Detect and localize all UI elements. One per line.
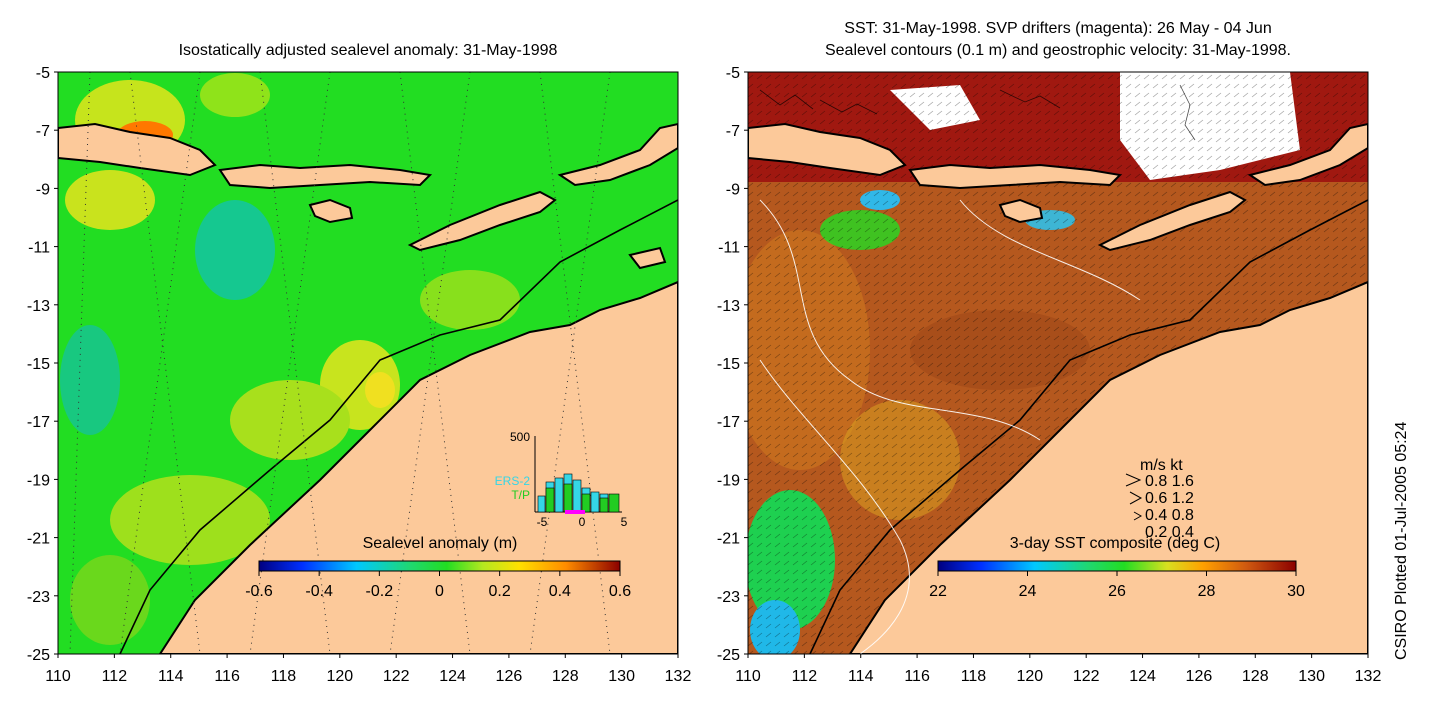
velocity-legend-row-1: 0.6 1.2 <box>1145 490 1194 507</box>
right-xtick-label: 116 <box>904 668 930 685</box>
left-axes: -5 -7 -9 -11 -13 -15 -17 -19 -21 -23 -25 110 112 114 1… <box>27 65 692 685</box>
left-xtick-label: 126 <box>496 668 523 685</box>
right-ytick-label: -25 <box>717 647 740 664</box>
left-ytick-label: -5 <box>36 65 50 82</box>
left-xtick-label: 110 <box>45 668 71 685</box>
left-colorbar-tick: 0.2 <box>489 583 511 600</box>
left-xtick-label: 114 <box>158 668 184 685</box>
left-xtick-label: 128 <box>552 668 579 685</box>
right-colorbar-tick: 30 <box>1287 583 1305 600</box>
left-xtick-label: 116 <box>214 668 240 685</box>
velocity-legend: m/s kt 0.8 1.6 0.6 1.2 0.4 0.8 0.2 0.4 <box>1125 457 1194 541</box>
right-xtick-label: 112 <box>792 668 818 685</box>
left-ytick-label: -11 <box>28 240 50 257</box>
right-xtick-label: 124 <box>1129 668 1156 685</box>
right-xtick-label: 120 <box>1016 668 1043 685</box>
right-ytick-label: -21 <box>717 531 740 548</box>
inset-xtick-1: 0 <box>579 515 586 529</box>
left-xtick-label: 132 <box>665 668 692 685</box>
left-ytick-label: -13 <box>27 298 50 315</box>
right-ytick-label: -9 <box>726 181 740 198</box>
right-xtick-label: 114 <box>848 668 874 685</box>
right-colorbar-tick: 26 <box>1108 583 1126 600</box>
left-java-land <box>58 122 217 177</box>
velocity-legend-row-0: 0.8 1.6 <box>1145 473 1194 490</box>
right-colorbar-tick: 24 <box>1019 583 1037 600</box>
left-ytick-label: -19 <box>27 472 50 489</box>
left-colorbar-tick: -0.6 <box>245 583 273 600</box>
left-colorbar-tick: -0.2 <box>366 583 394 600</box>
right-xtick-label: 130 <box>1298 668 1325 685</box>
inset-series-tp: T/P <box>511 488 530 502</box>
right-xtick-label: 128 <box>1242 668 1269 685</box>
right-ytick-label: -19 <box>717 472 740 489</box>
left-panel-title: Isostatically adjusted sealevel anomaly:… <box>178 42 558 59</box>
right-ytick-label: -17 <box>717 414 740 431</box>
right-ytick-label: -23 <box>717 589 740 606</box>
right-colorbar-label: 3-day SST composite (deg C) <box>1010 535 1220 552</box>
right-ytick-label: -11 <box>718 240 740 257</box>
left-colorbar-tick: 0 <box>435 583 444 600</box>
right-colorbar-tick: 28 <box>1198 583 1216 600</box>
credit-text: CSIRO Plotted 01-Jul-2005 05:24 <box>1393 421 1410 660</box>
left-xtick-label: 130 <box>608 668 635 685</box>
inset-xtick-2: 5 <box>621 515 628 529</box>
right-xtick-label: 118 <box>961 668 987 685</box>
left-ytick-label: -21 <box>27 531 50 548</box>
left-ytick-label: -7 <box>36 123 50 140</box>
right-java-land <box>748 122 907 177</box>
inset-series-ers2: ERS-2 <box>495 474 531 488</box>
left-xtick-label: 118 <box>271 668 297 685</box>
left-ytick-label: -9 <box>36 181 50 198</box>
right-ytick-label: -7 <box>726 123 740 140</box>
left-colorbar-tick: -0.4 <box>305 583 333 600</box>
left-ytick-label: -15 <box>27 356 50 373</box>
right-xtick-label: 132 <box>1355 668 1382 685</box>
right-xtick-label: 110 <box>735 668 761 685</box>
right-ytick-label: -15 <box>717 356 740 373</box>
right-panel-title-line1: SST: 31-May-1998. SVP drifters (magenta)… <box>844 20 1272 37</box>
right-ytick-label: -5 <box>726 65 740 82</box>
velocity-legend-row-2: 0.4 0.8 <box>1145 507 1194 524</box>
left-colorbar-label: Sealevel anomaly (m) <box>363 535 518 552</box>
left-ytick-label: -17 <box>27 414 50 431</box>
inset-xtick-0: -5 <box>537 515 548 529</box>
right-ytick-label: -13 <box>717 298 740 315</box>
left-xtick-label: 120 <box>326 668 353 685</box>
inset-ymax: 500 <box>510 430 530 444</box>
left-colorbar-tick: 0.6 <box>609 583 631 600</box>
left-xtick-label: 112 <box>102 668 128 685</box>
left-xtick-label: 122 <box>383 668 410 685</box>
left-xtick-label: 124 <box>439 668 466 685</box>
left-colorbar: Sealevel anomaly (m) -0.6 -0.4 -0.2 0 0.2 0.4… <box>245 535 631 600</box>
right-axes: -5 -7 -9 -11 -13 -15 -17 -19 -21 -23 -25 110 112 114 1… <box>717 65 1382 685</box>
left-ytick-label: -25 <box>27 647 50 664</box>
left-colorbar-tick: 0.4 <box>549 583 571 600</box>
inset-histogram: 500 ERS-2 T/P -5 0 5 <box>495 430 628 529</box>
right-panel-title-line2: Sealevel contours (0.1 m) and geostrophi… <box>824 42 1291 59</box>
right-colorbar: 3-day SST composite (deg C) 22 24 26 28 30 <box>929 535 1305 600</box>
right-colorbar-tick: 22 <box>929 583 947 600</box>
velocity-legend-row-3: 0.2 0.4 <box>1145 524 1194 541</box>
right-map <box>748 72 1368 654</box>
velocity-legend-header: m/s kt <box>1140 457 1183 474</box>
right-xtick-label: 126 <box>1186 668 1213 685</box>
left-ytick-label: -23 <box>27 589 50 606</box>
right-xtick-label: 122 <box>1073 668 1100 685</box>
